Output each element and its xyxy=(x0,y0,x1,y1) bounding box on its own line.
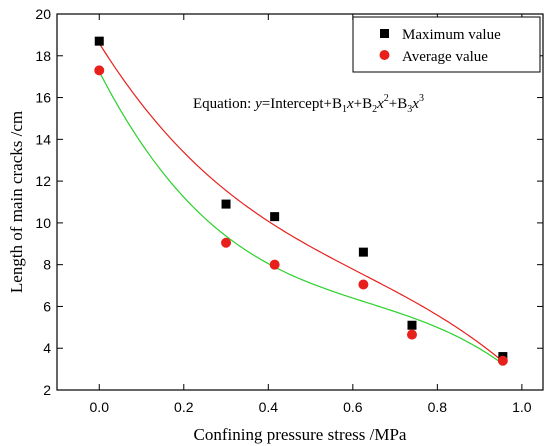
fit-curve-maximum xyxy=(98,42,504,362)
legend-label-average: Average value xyxy=(402,49,488,65)
x-tick-label: 0.0 xyxy=(90,399,110,415)
y-tick-label: 8 xyxy=(43,257,51,273)
y-tick-label: 18 xyxy=(35,48,51,64)
y-tick-label: 20 xyxy=(35,6,51,22)
y-tick-label: 6 xyxy=(43,298,51,314)
data-point-average xyxy=(269,259,280,270)
x-tick-label: 0.4 xyxy=(259,399,279,415)
equation-annotation: Equation: y=Intercept+B1x+B2x2+B3x3 xyxy=(193,93,424,115)
data-point-average xyxy=(94,65,105,76)
data-point-average xyxy=(406,329,417,340)
x-axis-ticks: 0.0 0.2 0.4 0.6 0.8 1.0 xyxy=(90,14,532,415)
x-tick-label: 1.0 xyxy=(512,399,532,415)
legend-label-maximum: Maximum value xyxy=(402,27,501,43)
y-tick-label: 10 xyxy=(35,215,51,231)
y-axis-ticks: 2 4 6 8 10 12 14 16 18 20 xyxy=(35,6,543,398)
y-tick-label: 14 xyxy=(35,131,51,147)
data-point-maximum xyxy=(358,247,368,257)
x-axis-title: Confining pressure stress /MPa xyxy=(194,425,407,444)
legend-marker-average xyxy=(379,50,390,60)
legend-box xyxy=(352,16,541,73)
legend: Maximum value Average value xyxy=(352,16,541,73)
y-tick-label: 16 xyxy=(35,90,51,106)
data-point-maximum xyxy=(407,320,417,330)
data-point-average xyxy=(221,237,232,248)
y-axis-title: Length of main cracks /cm xyxy=(7,111,26,293)
y-tick-label: 2 xyxy=(43,382,51,398)
plot-frame xyxy=(56,13,544,391)
data-point-maximum xyxy=(94,36,104,46)
data-point-average xyxy=(497,355,508,366)
data-point-average xyxy=(358,279,369,290)
data-point-maximum xyxy=(221,199,231,209)
data-points xyxy=(94,36,508,366)
data-point-maximum xyxy=(270,212,280,222)
y-tick-label: 4 xyxy=(43,340,51,356)
fit-curve-average xyxy=(98,71,504,365)
legend-marker-maximum xyxy=(380,29,389,38)
x-tick-label: 0.8 xyxy=(428,399,448,415)
y-tick-label: 12 xyxy=(35,173,51,189)
x-tick-label: 0.2 xyxy=(174,399,194,415)
x-tick-label: 0.6 xyxy=(343,399,363,415)
fit-curves xyxy=(98,42,504,365)
